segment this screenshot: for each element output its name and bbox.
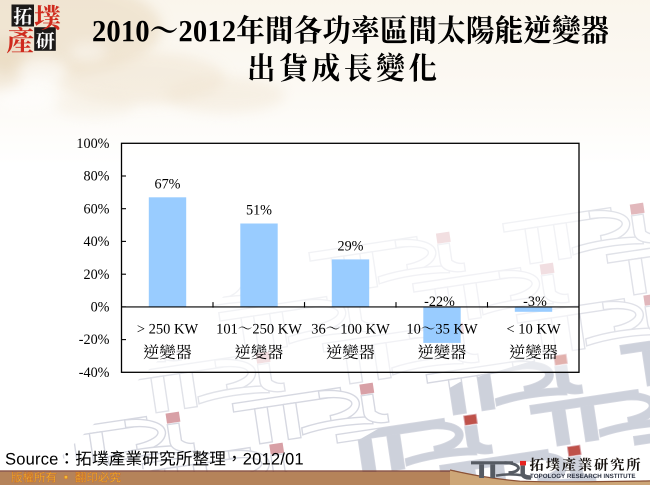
svg-text:100%: 100% [76,136,109,152]
svg-text:80%: 80% [83,169,109,185]
svg-text:-40%: -40% [79,365,110,381]
svg-text:20%: 20% [83,267,109,283]
svg-text:-22%: -22% [424,294,455,310]
svg-text:29%: 29% [337,239,363,255]
svg-text:51%: 51% [246,203,272,219]
svg-text:60%: 60% [83,201,109,217]
svg-text:-3%: -3% [523,294,547,310]
svg-text:40%: 40% [83,234,109,250]
svg-text:0%: 0% [91,300,110,316]
svg-text:67%: 67% [154,177,180,193]
svg-text:-20%: -20% [79,332,110,348]
